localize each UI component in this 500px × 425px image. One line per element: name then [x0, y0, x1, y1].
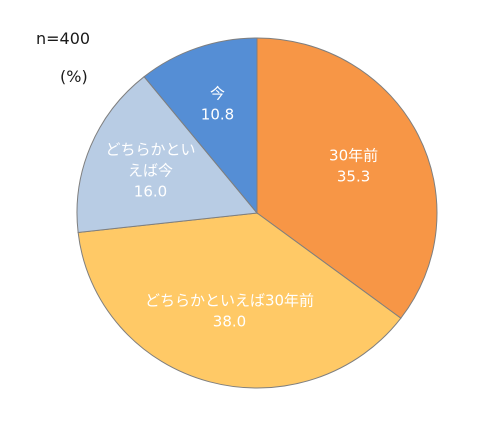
- slice-label-4-line-2: 10.8: [201, 106, 234, 124]
- pie-slice-2: [77, 212, 402, 389]
- slice-label-2-line-1: どちらかといえば30年前: [145, 291, 314, 309]
- slice-label-3-line-3: 16.0: [134, 182, 167, 200]
- slice-label-3-line-1: どちらかとい: [105, 140, 195, 158]
- slice-label-2-line-2: 38.0: [213, 312, 246, 330]
- slice-label-1-line-2: 35.3: [337, 168, 370, 186]
- slice-label-3-line-2: えば今: [128, 161, 173, 179]
- sample-size-label: n=400: [36, 29, 91, 48]
- pie-slice-4: [143, 37, 258, 215]
- slice-label-1-line-1: 30年前: [329, 147, 378, 165]
- slice-label-4-line-1: 今: [210, 85, 225, 103]
- slice-label-3: どちらかといえば今 16.0: [105, 140, 195, 200]
- unit-label: (%): [60, 67, 88, 86]
- slice-label-4: 今 10.8: [201, 85, 234, 124]
- pie-slice-3: [76, 75, 258, 234]
- slice-label-1: 30年前 35.3: [329, 147, 378, 186]
- pie-slice-1: [256, 37, 438, 319]
- slice-label-2: どちらかといえば30年前 38.0: [145, 291, 314, 330]
